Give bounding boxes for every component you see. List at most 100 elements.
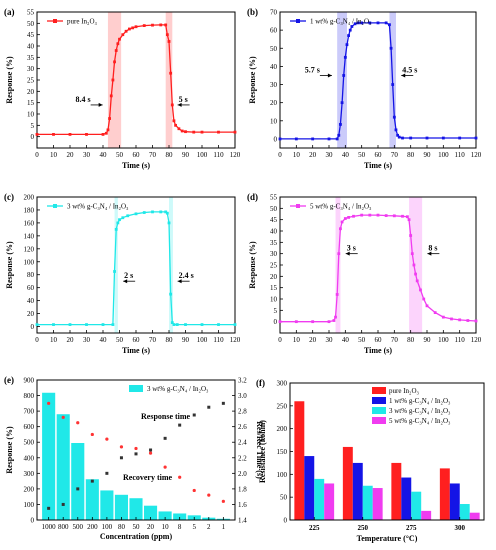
y-tick-label: 500 <box>24 439 35 447</box>
x-tick-label: 100 <box>438 151 449 159</box>
x-tick-label: 90 <box>424 336 432 344</box>
data-point <box>124 29 128 33</box>
x-tick-label: 0 <box>278 336 282 344</box>
data-point <box>409 136 413 140</box>
data-point <box>68 323 72 326</box>
x-tick-label: 2 <box>207 523 211 531</box>
data-point <box>217 130 220 134</box>
data-point <box>396 133 399 137</box>
y-tick-label: 700 <box>24 408 35 416</box>
data-point <box>340 220 344 224</box>
data-point <box>177 127 181 131</box>
data-point <box>401 214 404 218</box>
data-point <box>52 133 55 136</box>
x-tick-label: 90 <box>182 151 190 159</box>
x-tick-label: 70 <box>149 336 157 344</box>
y-tick-label: 0 <box>31 323 35 331</box>
shaded-region <box>169 197 173 333</box>
arrow-head <box>427 251 432 256</box>
data-point <box>412 263 416 267</box>
data-point <box>35 133 39 136</box>
shaded-region <box>165 12 173 148</box>
recovery-time-point <box>207 493 211 497</box>
response-time-point <box>221 401 225 405</box>
bar <box>469 512 480 520</box>
annotation-response-time: Response time <box>141 412 191 421</box>
data-point <box>345 43 349 47</box>
data-point <box>142 211 146 214</box>
data-point <box>458 136 462 140</box>
series-line <box>280 22 476 140</box>
data-point <box>335 137 339 141</box>
y-tick-label: 30 <box>270 81 278 89</box>
bar <box>411 491 422 520</box>
data-point <box>348 28 352 32</box>
legend-swatch <box>372 387 386 394</box>
data-point <box>311 137 315 141</box>
data-point <box>172 119 176 123</box>
data-point <box>169 71 173 75</box>
x-tick-label: 100 <box>438 336 449 344</box>
data-point <box>68 133 72 136</box>
x-tick-label: 100 <box>102 523 113 531</box>
data-point <box>332 319 336 322</box>
x-tick-label: 100 <box>197 151 208 159</box>
data-point <box>406 215 409 219</box>
data-point <box>134 25 138 29</box>
y-tick-label: 600 <box>24 423 35 431</box>
data-point <box>200 323 204 326</box>
x-tick-label: 50 <box>358 151 366 159</box>
y-tick-label: 900 <box>24 377 35 385</box>
data-point <box>384 21 388 25</box>
data-point <box>352 214 355 218</box>
y-tick-label: 35 <box>27 54 35 62</box>
x-tick-label: 0 <box>278 151 282 159</box>
x-tick-label: 8 <box>178 523 182 531</box>
y-tick-label: 40 <box>27 43 35 51</box>
y2-tick-label: 2.8 <box>238 408 247 416</box>
y-tick-label: 60 <box>27 284 35 292</box>
y-tick-label: 50 <box>27 20 35 28</box>
annotation-label: 2.4 s <box>179 271 194 280</box>
data-point <box>376 21 380 25</box>
recovery-time-point <box>148 451 153 455</box>
bar <box>449 483 460 520</box>
y2-tick-label: 2.0 <box>238 470 247 478</box>
data-point <box>175 323 179 326</box>
recovery-time-point <box>61 415 65 419</box>
data-point <box>343 217 347 220</box>
data-point <box>327 320 331 324</box>
y2-tick-label: 1.6 <box>238 501 247 509</box>
data-point <box>415 279 419 283</box>
x-tick-label: 20 <box>309 151 317 159</box>
data-point <box>357 21 360 25</box>
data-point <box>113 60 116 64</box>
x-tick-label: 110 <box>213 151 224 159</box>
x-tick-label: 10 <box>293 151 301 159</box>
annotation-label: 4.5 s <box>402 65 417 74</box>
arrow-head <box>98 102 103 107</box>
data-point <box>394 128 398 132</box>
y-tick-label: 20 <box>27 88 35 96</box>
x-tick-label: 90 <box>182 336 190 344</box>
y-tick-label: 5 <box>31 122 35 130</box>
y-tick-label: 0 <box>274 318 278 326</box>
bar <box>56 414 70 520</box>
x-tick-label: 80 <box>166 151 174 159</box>
y-tick-label: 20 <box>270 99 278 107</box>
x-tick-label: 110 <box>455 336 466 344</box>
recovery-time-point <box>47 401 51 405</box>
y-tick-label: 100 <box>277 471 288 479</box>
data-point <box>425 136 429 140</box>
data-point <box>391 83 395 86</box>
data-point <box>294 320 298 324</box>
legend-entry: pure In₂O₃ <box>389 387 420 395</box>
data-point <box>131 26 135 30</box>
series-line <box>280 214 477 323</box>
y2-tick-label: 2.6 <box>238 423 247 431</box>
data-point <box>217 323 220 326</box>
data-point <box>353 22 357 26</box>
data-point <box>347 216 350 219</box>
panel-label: (b) <box>247 7 258 17</box>
